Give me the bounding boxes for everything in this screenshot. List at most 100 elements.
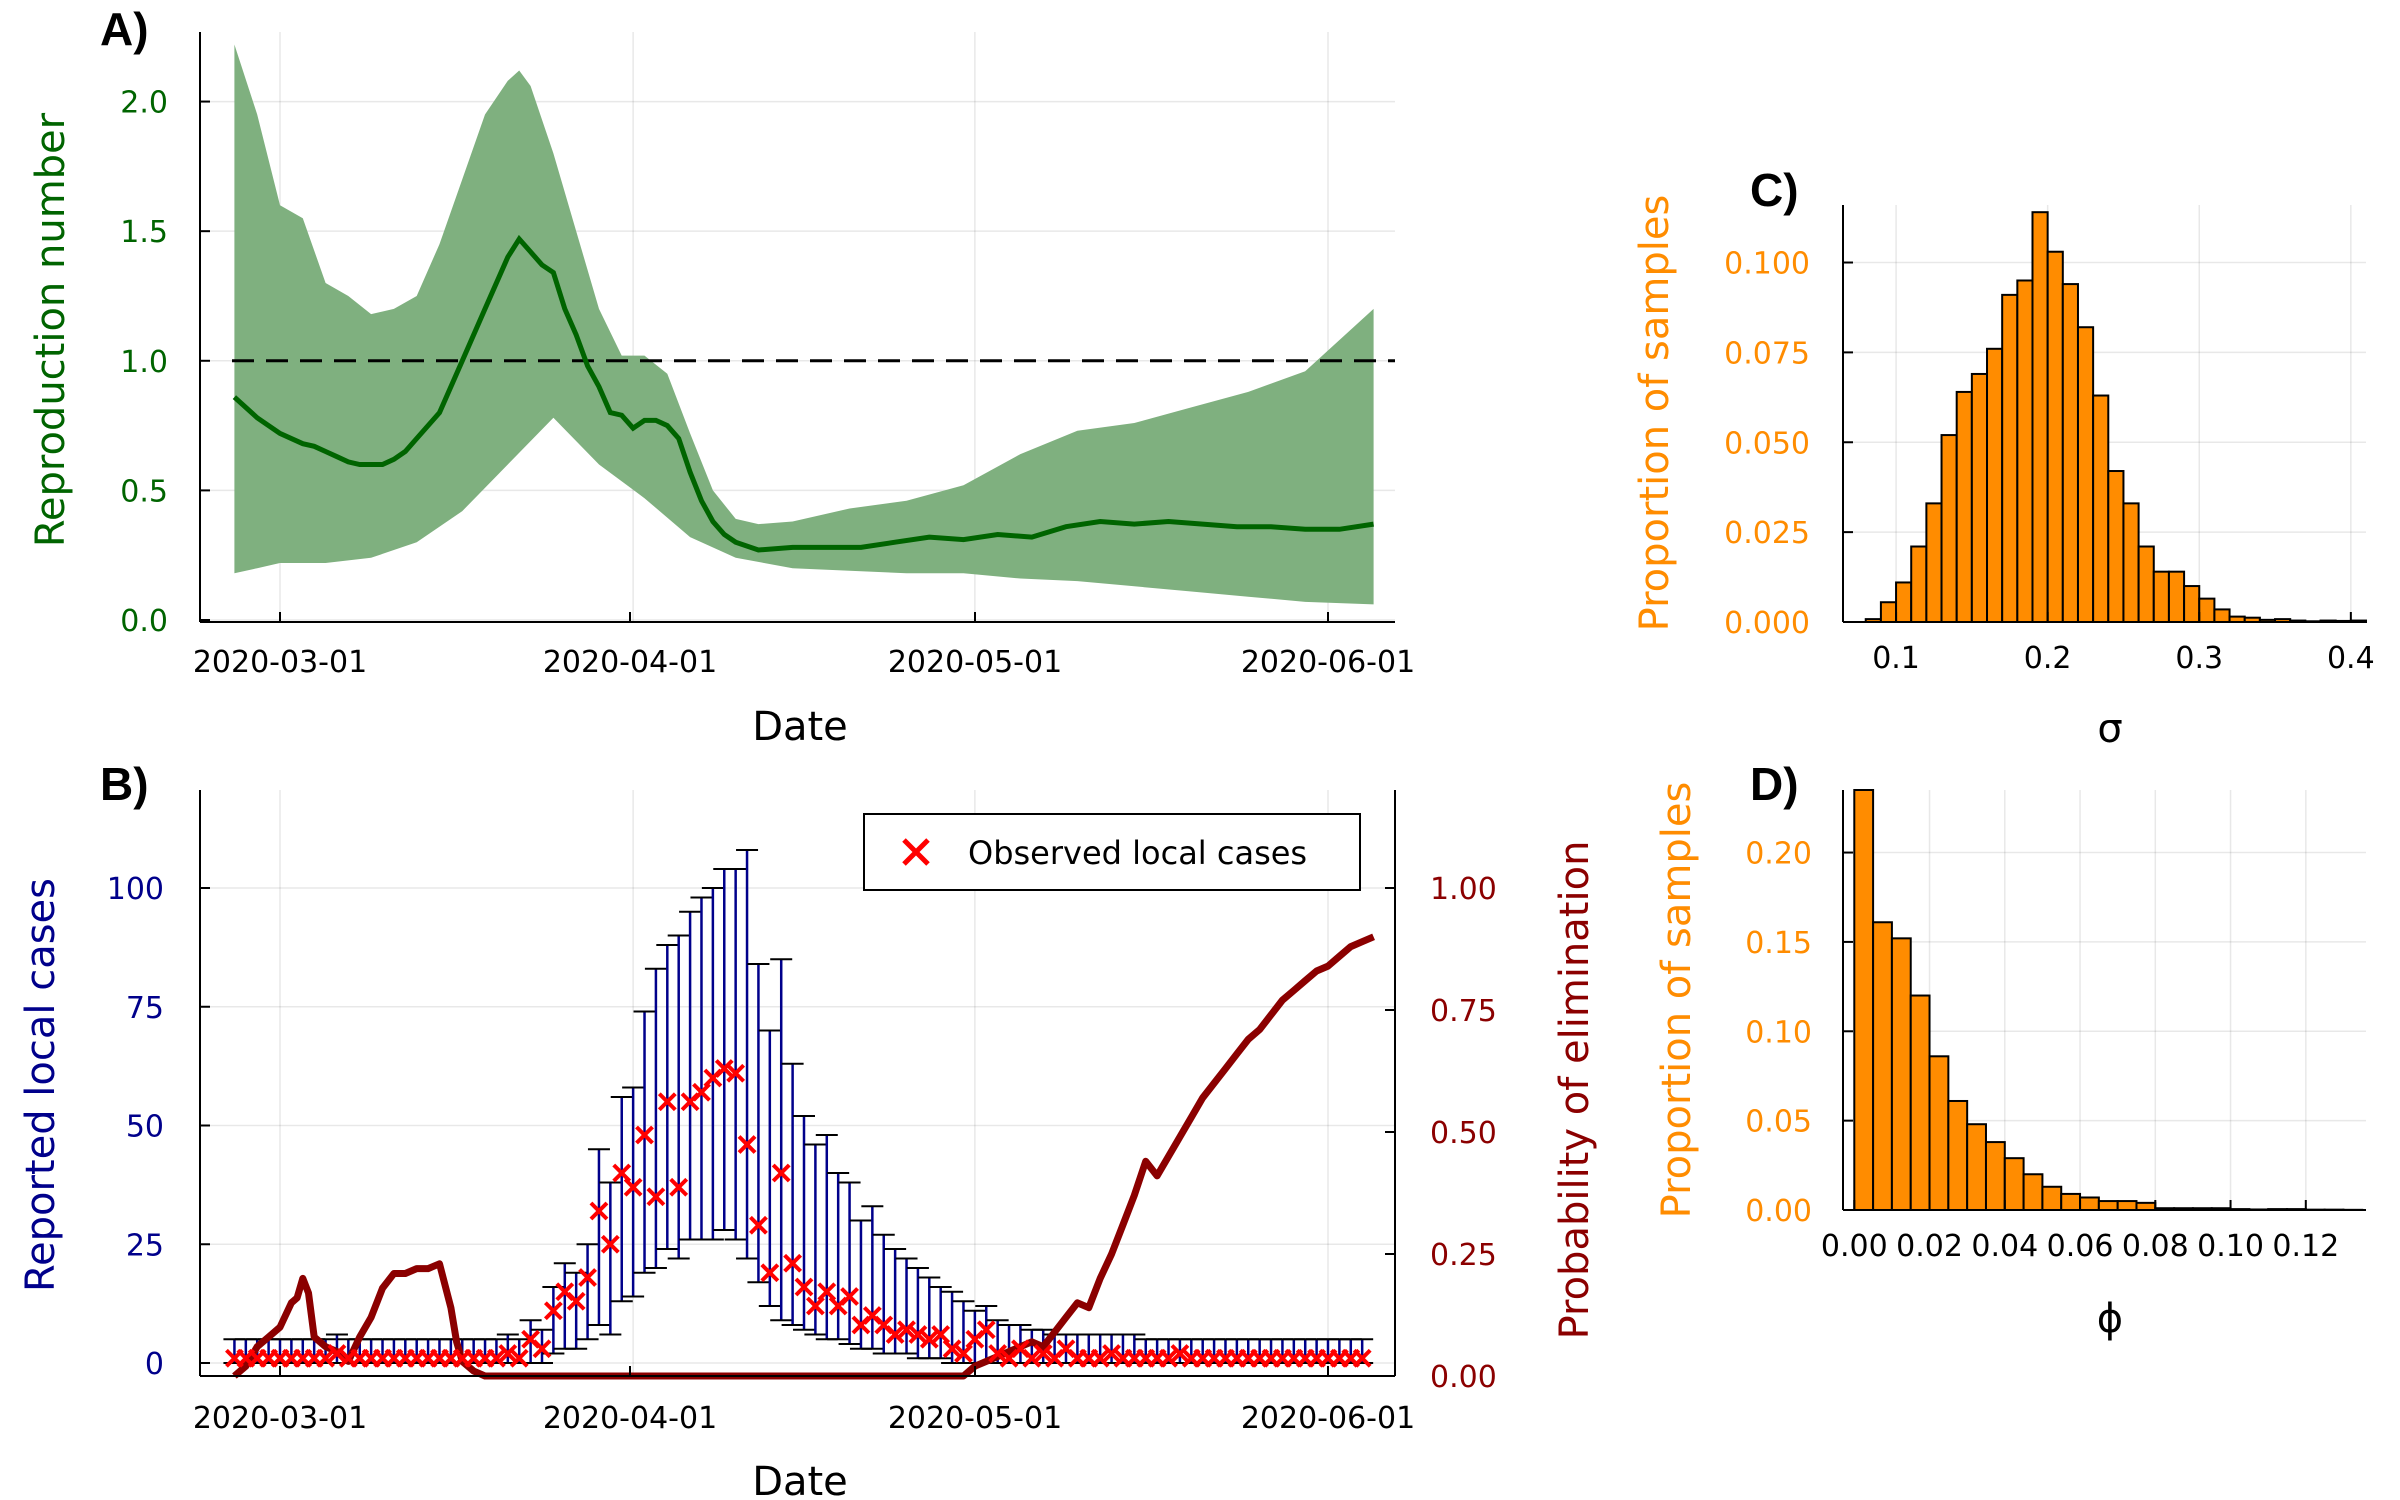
observed-case-marker — [817, 1282, 837, 1302]
panel-a-y-tick-label: 1.0 — [120, 345, 168, 380]
observed-case-marker — [919, 1329, 939, 1349]
observed-case-marker-stroke — [1159, 1348, 1178, 1368]
panel-c-histogram-bar — [2198, 597, 2216, 623]
panel-c-histogram-bar — [1940, 434, 1958, 623]
observed-case-marker — [692, 1082, 711, 1102]
observed-case-marker — [840, 1287, 859, 1306]
observed-case-marker — [760, 1263, 780, 1283]
panel-c-x-axis-label: σ — [2097, 706, 2122, 752]
panel-b-cases-chart: 2020-03-01 2020-04-01 2020-05-01 2020-06-01… — [18, 758, 1598, 1500]
panel-c-x-tick-label: 0.3 — [2175, 641, 2223, 676]
observed-case-marker — [669, 1177, 689, 1197]
observed-case-marker — [897, 1320, 916, 1340]
observed-case-marker-stroke — [543, 1301, 563, 1321]
panel-c-histogram-bar — [2061, 283, 2079, 623]
panel-c-histogram-bar — [2016, 279, 2034, 623]
observed-case-marker-stroke — [578, 1268, 597, 1287]
observed-case-marker — [988, 1344, 1008, 1363]
panel-d-x-tick-label: 0.04 — [1971, 1229, 2038, 1264]
panel-c-histogram-bar — [1910, 545, 1928, 623]
observed-case-marker-stroke — [874, 1315, 894, 1335]
panel-c-histogram-bar — [1879, 601, 1898, 624]
panel-c-histogram-bar — [2046, 250, 2064, 623]
panel-a-y-axis-label: Reproduction number — [28, 112, 74, 547]
observed-case-marker-stroke — [783, 1253, 803, 1273]
observed-case-marker-stroke — [555, 1282, 575, 1302]
panel-d-x-tick-label: 0.10 — [2197, 1229, 2264, 1264]
observed-case-marker-stroke — [749, 1215, 768, 1235]
observed-case-marker — [1159, 1348, 1178, 1368]
observed-case-marker-stroke — [532, 1339, 552, 1359]
panel-a-x-axis-label: Date — [752, 704, 848, 750]
observed-case-marker-stroke — [612, 1163, 632, 1183]
observed-case-marker-stroke — [566, 1291, 586, 1311]
observed-case-marker — [327, 1344, 347, 1363]
observed-case-marker-stroke — [908, 1325, 928, 1344]
panel-c-histogram-bar — [2152, 570, 2170, 624]
observed-case-marker-stroke — [919, 1329, 939, 1349]
panel-d-histogram-bar — [1928, 1055, 1950, 1211]
observed-case-marker — [566, 1291, 586, 1311]
observed-case-marker-stroke — [1102, 1344, 1121, 1363]
observed-case-marker-stroke — [521, 1329, 541, 1349]
panel-d-histogram-bar — [2003, 1157, 2025, 1211]
panel-d-y-axis-label: Proportion of samples — [1654, 782, 1700, 1219]
panel-d-histogram-bar — [1966, 1123, 1987, 1211]
panel-d-histogram-bar — [1890, 937, 1912, 1212]
panel-c-histogram-bar — [2092, 394, 2110, 623]
panel-b-right-y-tick-label: 0.00 — [1430, 1360, 1497, 1395]
panel-b-left-y-tick-label: 0 — [145, 1347, 164, 1382]
observed-case-marker — [498, 1344, 518, 1363]
panel-c-histogram-bar — [2107, 470, 2125, 623]
panel-c-y-tick-label: 0.050 — [1724, 426, 1810, 461]
panel-b-x-axis-label: Date — [752, 1459, 848, 1500]
observed-case-marker-stroke — [817, 1282, 837, 1302]
panel-b-x-tick-label: 2020-04-01 — [543, 1401, 717, 1436]
observed-case-marker-stroke — [1170, 1344, 1190, 1363]
observed-case-marker-stroke — [760, 1263, 780, 1283]
observed-case-marker-stroke — [657, 1092, 677, 1112]
observed-case-marker-stroke — [1352, 1348, 1372, 1368]
panel-b-right-y-tick-label: 0.50 — [1430, 1116, 1497, 1151]
panel-b-label: B) — [100, 758, 149, 810]
observed-case-marker — [783, 1253, 803, 1273]
panel-c-y-tick-label: 0.075 — [1724, 336, 1810, 371]
panel-c-x-tick-label: 0.2 — [2024, 641, 2072, 676]
reproduction-median-line — [232, 234, 1374, 553]
legend-box — [863, 813, 1361, 891]
panel-d-histogram-bar — [1909, 994, 1931, 1211]
panel-d-histogram-bar — [2041, 1185, 2063, 1212]
panel-d-x-tick-label: 0.12 — [2272, 1229, 2339, 1264]
observed-case-marker-stroke — [316, 1348, 335, 1368]
observed-case-marker-stroke — [771, 1163, 791, 1183]
panel-d-label: D) — [1750, 758, 1799, 810]
observed-case-marker-stroke — [805, 1296, 825, 1316]
observed-case-marker — [749, 1215, 768, 1235]
panel-d-histogram-bar — [2135, 1201, 2157, 1212]
observed-case-marker — [1033, 1344, 1053, 1363]
observed-case-marker-stroke — [840, 1287, 859, 1306]
observed-case-marker-stroke — [737, 1135, 757, 1154]
panel-c-sigma-histogram: 0.1 0.2 0.3 0.4 0.000 0.025 0.050 0.075 0.100 C)… — [1632, 164, 2375, 752]
panel-c-y-tick-label: 0.000 — [1724, 606, 1810, 641]
observed-case-marker-stroke — [623, 1177, 643, 1197]
observed-case-marker — [1090, 1348, 1110, 1368]
observed-case-marker-stroke — [897, 1320, 916, 1340]
observed-case-marker-stroke — [726, 1063, 746, 1083]
panel-a-reproduction-chart: 2020-03-01 2020-04-01 2020-05-01 2020-06-01… — [28, 3, 1415, 750]
observed-case-marker — [942, 1339, 962, 1359]
panel-b-left-y-tick-label: 100 — [107, 872, 164, 907]
observed-case-marker-stroke — [862, 1306, 882, 1325]
panel-c-histogram-bar — [2031, 211, 2049, 623]
observed-case-marker-stroke — [1090, 1348, 1110, 1368]
panel-d-histogram-bar — [1947, 1099, 1969, 1212]
observed-case-marker — [316, 1348, 335, 1368]
observed-case-marker — [976, 1320, 996, 1340]
observed-case-marker-stroke — [931, 1325, 951, 1344]
legend-marker-icon — [902, 838, 930, 866]
observed-case-marker-stroke — [1011, 1339, 1030, 1359]
panel-a-x-tick-label: 2020-05-01 — [888, 645, 1062, 680]
panel-c-histogram-bar — [1986, 347, 2004, 623]
panel-a-y-tick-label: 0.0 — [120, 604, 168, 639]
